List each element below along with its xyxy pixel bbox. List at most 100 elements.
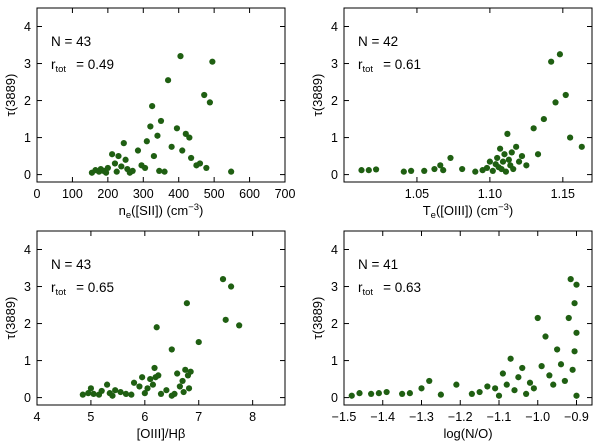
x-axis-label: [OIII]/Hβ: [137, 426, 186, 441]
data-point: [550, 381, 557, 388]
data-point: [569, 366, 576, 373]
data-point: [561, 377, 568, 385]
data-point: [534, 314, 541, 322]
y-axis-label: τ(3889): [310, 74, 325, 117]
data-point: [98, 387, 105, 395]
plot-frame: [343, 230, 593, 406]
data-point: [157, 117, 165, 125]
data-point: [176, 383, 183, 390]
plot-frame: [36, 230, 286, 406]
data-point: [111, 160, 119, 167]
data-point: [486, 158, 493, 165]
r-tot-label: rtot = 0.63: [358, 280, 421, 298]
data-point: [518, 152, 526, 160]
data-point: [556, 51, 564, 58]
x-tick-label: 200: [97, 187, 118, 201]
data-point: [372, 166, 380, 173]
data-point: [179, 147, 186, 154]
data-point: [185, 385, 193, 392]
data-point: [149, 381, 157, 388]
data-point: [144, 385, 151, 392]
data-point: [499, 370, 506, 377]
data-point: [504, 130, 511, 137]
data-point: [567, 134, 574, 141]
data-point: [515, 158, 523, 165]
data-point: [136, 383, 143, 390]
data-point: [515, 374, 522, 381]
data-point: [102, 169, 110, 176]
data-point: [227, 283, 235, 290]
data-point: [168, 143, 175, 150]
data-point: [571, 300, 578, 307]
y-tick-label: 1: [331, 131, 338, 145]
data-point: [236, 322, 243, 329]
data-point: [548, 58, 555, 65]
data-point: [118, 163, 125, 170]
data-point: [120, 140, 127, 147]
x-tick-label: 500: [204, 187, 225, 201]
data-point: [168, 346, 175, 353]
data-point: [523, 390, 530, 397]
x-tick-label: −0.9: [564, 410, 589, 424]
x-tick-label: 300: [133, 187, 154, 201]
data-point: [139, 374, 146, 381]
data-point: [203, 164, 210, 172]
data-point: [183, 300, 190, 307]
panel-3: 4 5 6 7 8 0 1 2 3 4 τ(3889) [OIII]/Hβ N = 43 rtot = 0.…: [3, 230, 286, 441]
n-count-label: N = 43: [51, 257, 91, 272]
data-point: [228, 168, 235, 175]
data-point: [400, 168, 407, 175]
data-point: [365, 167, 372, 174]
y-tick-label: 2: [24, 94, 31, 108]
data-point: [112, 387, 119, 394]
y-tick-label: 4: [24, 20, 31, 34]
data-point: [508, 149, 515, 156]
data-point: [437, 162, 444, 169]
plot-frame: [36, 7, 286, 183]
data-point: [538, 363, 545, 370]
data-point: [130, 379, 138, 386]
data-point: [573, 281, 580, 288]
x-axis-label: log(N/O): [443, 426, 492, 441]
data-point: [109, 151, 116, 158]
data-point: [530, 385, 537, 392]
data-point: [573, 392, 580, 399]
data-point: [195, 338, 202, 346]
data-point: [502, 168, 510, 175]
data-point: [151, 364, 158, 372]
data-point: [503, 381, 510, 388]
data-point: [408, 167, 415, 174]
x-tick-label: −1.3: [409, 410, 434, 424]
data-point: [418, 385, 425, 392]
data-point: [453, 381, 460, 388]
data-point: [358, 167, 365, 174]
data-point: [161, 168, 168, 175]
x-tick-label: 0: [34, 187, 41, 201]
data-point: [542, 333, 549, 340]
data-point: [552, 99, 559, 106]
data-point: [128, 391, 135, 398]
data-point: [496, 145, 504, 152]
data-point: [383, 388, 390, 396]
y-tick-label: 4: [331, 20, 338, 34]
data-point: [109, 392, 116, 399]
data-point: [85, 390, 92, 397]
data-point: [141, 164, 149, 172]
r-tot-label: rtot = 0.61: [358, 57, 421, 75]
data-point: [437, 391, 444, 398]
x-tick-label: 700: [275, 187, 296, 201]
y-tick-label: 1: [331, 354, 338, 368]
data-point: [157, 390, 165, 397]
data-point: [492, 385, 499, 392]
x-axis-label: Te([OIII]) (cm−3): [423, 202, 514, 221]
data-point: [196, 160, 204, 167]
x-tick-label: 5: [87, 410, 94, 424]
y-axis-label: τ(3889): [3, 297, 18, 340]
data-point: [368, 390, 375, 397]
y-tick-label: 2: [331, 317, 338, 331]
y-tick-label: 0: [331, 391, 338, 405]
data-point: [113, 168, 120, 175]
data-point: [421, 167, 428, 174]
data-point: [201, 91, 208, 99]
